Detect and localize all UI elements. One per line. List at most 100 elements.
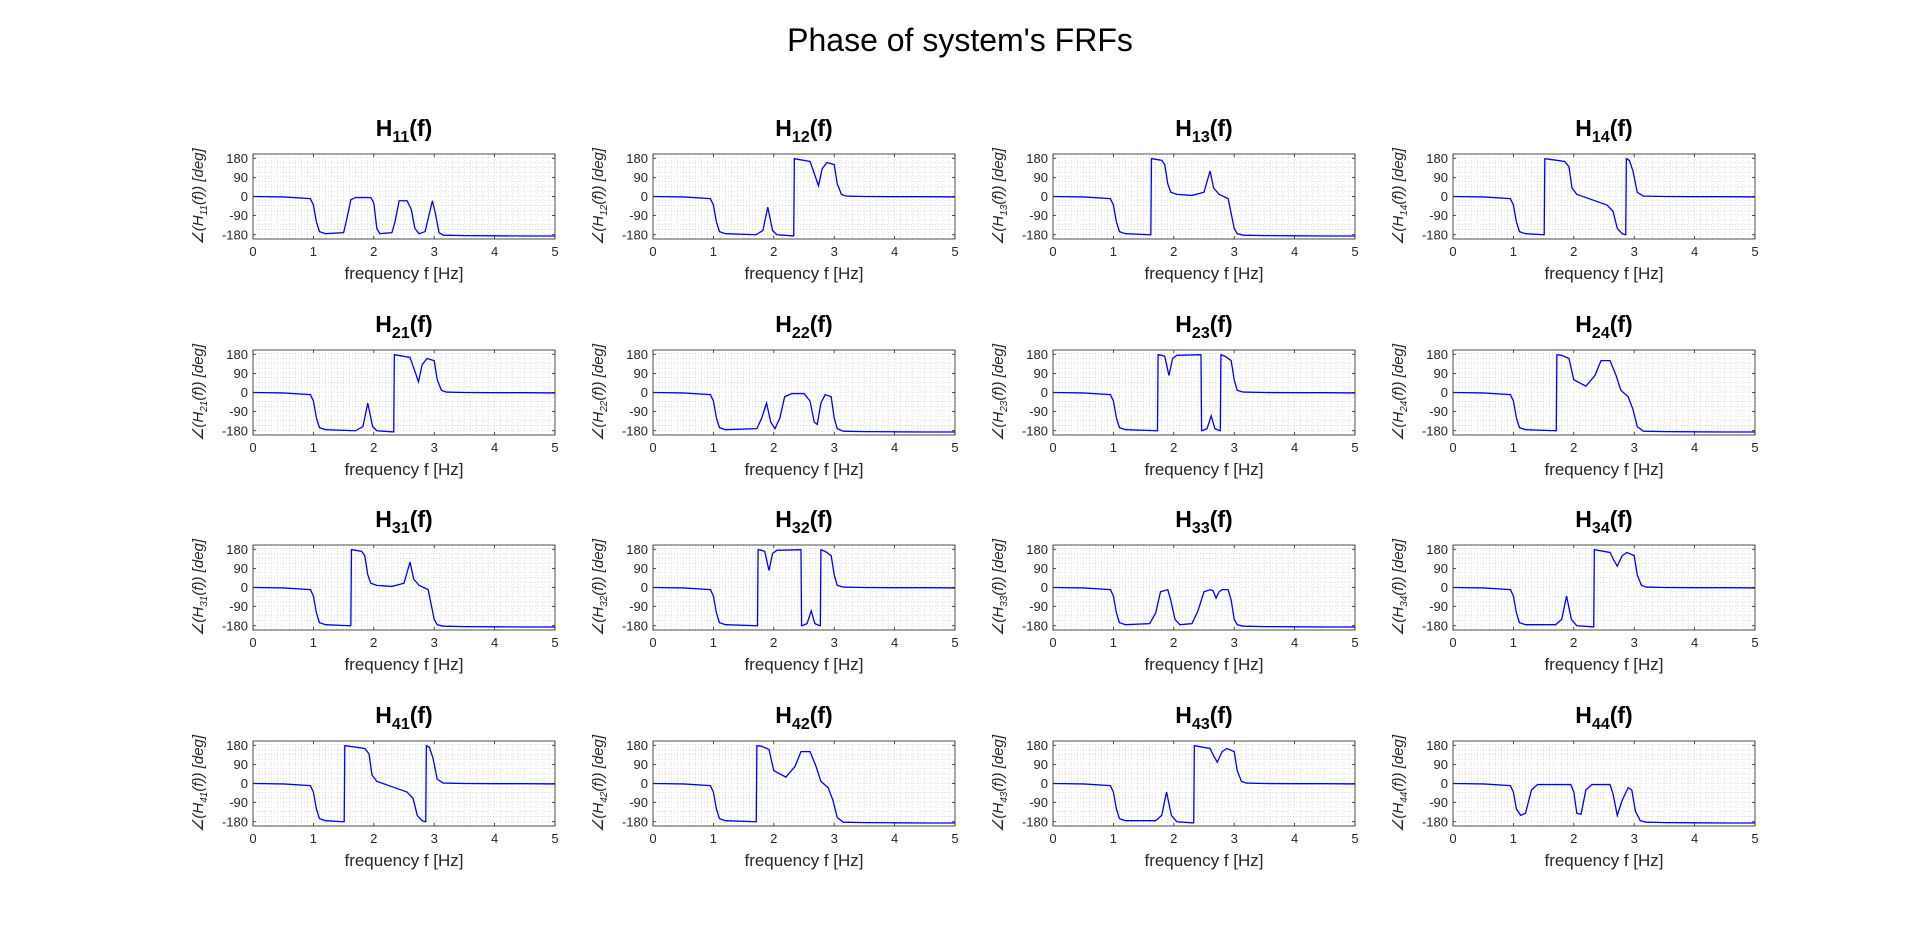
y-tick-label: 90 — [234, 757, 248, 772]
y-tick-label: 0 — [641, 385, 648, 400]
x-tick-label: 5 — [1751, 635, 1758, 650]
x-tick-label: 3 — [831, 440, 838, 455]
x-tick-label: 4 — [491, 635, 498, 650]
x-tick-label: 1 — [1110, 831, 1117, 846]
y-tick-label: -90 — [1429, 795, 1448, 810]
subplot-title: H42(f) — [775, 702, 832, 733]
x-tick-label: 4 — [891, 831, 898, 846]
x-tick-label: 5 — [1751, 831, 1758, 846]
subplot-title: H21(f) — [375, 311, 432, 342]
y-tick-label: 180 — [1026, 738, 1048, 753]
x-tick-label: 1 — [310, 440, 317, 455]
x-tick-label: 1 — [710, 635, 717, 650]
x-axis-label: frequency f [Hz] — [1144, 264, 1263, 283]
series-line — [253, 548, 555, 628]
x-tick-label: 3 — [831, 244, 838, 259]
x-tick-label: 2 — [370, 244, 377, 259]
y-tick-label: 180 — [226, 151, 248, 166]
subplot: 0 1 2 3 4 5 -180 -90 0 90 180 frequency f [Hz] ∠(H22… — [590, 311, 959, 479]
subplot: 0 1 2 3 4 5 -180 -90 0 90 180 frequency f [Hz] ∠(H21… — [190, 311, 559, 479]
x-tick-label: 2 — [1170, 244, 1177, 259]
x-tick-label: 0 — [1449, 635, 1456, 650]
subplot-title: H24(f) — [1575, 311, 1632, 342]
x-tick-label: 4 — [1291, 831, 1298, 846]
y-tick-label: -180 — [622, 423, 648, 438]
x-tick-label: 2 — [370, 440, 377, 455]
x-axis-label: frequency f [Hz] — [1544, 655, 1663, 674]
series-line — [653, 391, 955, 433]
series-line — [1053, 586, 1355, 628]
y-tick-label: 180 — [1426, 151, 1448, 166]
y-tick-label: -180 — [222, 814, 248, 829]
y-tick-label: -180 — [1022, 814, 1048, 829]
series-line — [1453, 157, 1755, 236]
x-tick-label: 0 — [1049, 440, 1056, 455]
figure-title: Phase of system's FRFs — [787, 22, 1133, 58]
y-tick-label: 180 — [1026, 347, 1048, 362]
x-tick-label: 5 — [951, 440, 958, 455]
x-tick-label: 5 — [551, 440, 558, 455]
x-axis-label: frequency f [Hz] — [1144, 851, 1263, 870]
x-tick-label: 4 — [1691, 635, 1698, 650]
x-tick-label: 1 — [710, 244, 717, 259]
y-axis-label: ∠(H33(f)) [deg] — [990, 538, 1010, 636]
y-axis-label: ∠(H13(f)) [deg] — [990, 147, 1010, 245]
x-axis-label: frequency f [Hz] — [744, 851, 863, 870]
y-tick-label: -180 — [222, 227, 248, 242]
x-tick-label: 3 — [1631, 244, 1638, 259]
y-tick-label: 0 — [641, 776, 648, 791]
x-tick-label: 0 — [1049, 831, 1056, 846]
y-tick-label: -90 — [229, 599, 248, 614]
y-tick-label: -90 — [629, 795, 648, 810]
x-axis-label: frequency f [Hz] — [344, 655, 463, 674]
subplot: 0 1 2 3 4 5 -180 -90 0 90 180 frequency f [Hz] ∠(H42… — [590, 702, 959, 870]
x-tick-label: 5 — [1751, 440, 1758, 455]
y-tick-label: 0 — [641, 189, 648, 204]
x-tick-label: 4 — [891, 440, 898, 455]
y-tick-label: 180 — [626, 151, 648, 166]
subplot: 0 1 2 3 4 5 -180 -90 0 90 180 frequency f [Hz] ∠(H32… — [590, 506, 959, 674]
x-axis-label: frequency f [Hz] — [744, 264, 863, 283]
y-tick-label: -180 — [1422, 618, 1448, 633]
series-line — [1453, 782, 1755, 824]
x-axis-label: frequency f [Hz] — [344, 851, 463, 870]
y-tick-label: -180 — [622, 618, 648, 633]
y-axis-label: ∠(H42(f)) [deg] — [590, 734, 610, 832]
subplot: 0 1 2 3 4 5 -180 -90 0 90 180 frequency f [Hz] ∠(H41… — [190, 702, 559, 870]
y-tick-label: 0 — [1441, 189, 1448, 204]
y-tick-label: 90 — [1034, 757, 1048, 772]
x-tick-label: 4 — [491, 244, 498, 259]
y-tick-label: -90 — [1029, 404, 1048, 419]
y-tick-label: -90 — [1029, 599, 1048, 614]
y-tick-label: 180 — [626, 347, 648, 362]
subplot-title: H14(f) — [1575, 115, 1632, 146]
x-tick-label: 1 — [310, 244, 317, 259]
subplot-title: H34(f) — [1575, 506, 1632, 537]
x-axis-label: frequency f [Hz] — [1144, 655, 1263, 674]
y-tick-label: 180 — [1426, 347, 1448, 362]
x-tick-label: 5 — [1351, 440, 1358, 455]
x-tick-label: 3 — [431, 244, 438, 259]
x-tick-label: 2 — [1570, 244, 1577, 259]
y-tick-label: 90 — [234, 170, 248, 185]
x-tick-label: 0 — [1449, 244, 1456, 259]
y-tick-label: -180 — [222, 423, 248, 438]
subplot-title: H41(f) — [375, 702, 432, 733]
y-tick-label: 0 — [1441, 580, 1448, 595]
y-tick-label: 0 — [241, 189, 248, 204]
y-tick-label: -180 — [1022, 423, 1048, 438]
x-tick-label: 0 — [249, 440, 256, 455]
series-line — [653, 157, 955, 237]
series-line — [253, 744, 555, 823]
x-tick-label: 2 — [370, 831, 377, 846]
y-tick-label: 90 — [234, 561, 248, 576]
subplot: 0 1 2 3 4 5 -180 -90 0 90 180 frequency f [Hz] ∠(H31… — [190, 506, 559, 674]
x-tick-label: 4 — [491, 831, 498, 846]
x-tick-label: 4 — [1291, 635, 1298, 650]
y-tick-label: 0 — [1041, 580, 1048, 595]
subplot: 0 1 2 3 4 5 -180 -90 0 90 180 frequency f [Hz] ∠(H11… — [190, 115, 559, 283]
y-axis-label: ∠(H44(f)) [deg] — [1390, 734, 1410, 832]
y-axis-label: ∠(H41(f)) [deg] — [190, 734, 210, 832]
series-line — [1453, 548, 1755, 628]
